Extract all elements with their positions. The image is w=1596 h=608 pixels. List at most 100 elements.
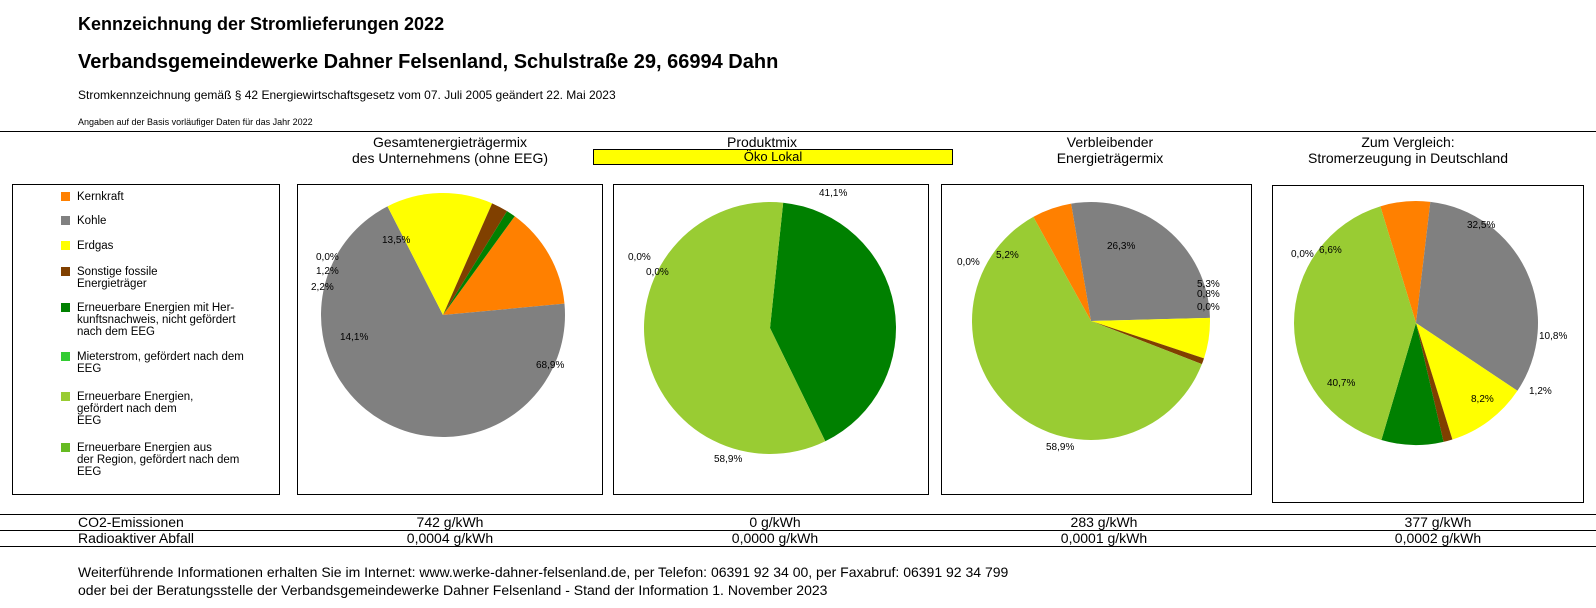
company-name: Verbandsgemeindewerke Dahner Felsenland,… <box>78 51 779 73</box>
basis-note: Angaben auf der Basis vorläufiger Daten … <box>78 117 313 127</box>
legend-item: Erneuerbare Energien aus der Region, gefö… <box>61 442 240 478</box>
legend-swatch <box>61 267 70 276</box>
legend-label: Energieträger <box>77 278 147 290</box>
waste-label: Radioaktiver Abfall <box>78 530 194 546</box>
co2-value: 377 g/kWh <box>1404 514 1472 530</box>
waste-value: 0,0001 g/kWh <box>1060 530 1148 546</box>
legend-swatch <box>61 392 70 401</box>
legend-label: gefördert nach dem <box>77 403 177 415</box>
column-header-line: Gesamtenergieträgermix <box>372 134 528 150</box>
pie-slice <box>321 206 565 437</box>
legend-swatch <box>61 216 70 225</box>
table-line-bottom <box>0 546 1596 547</box>
column-header-line: des Unternehmens (ohne EEG) <box>351 150 549 166</box>
pie-slice <box>443 216 565 315</box>
pie-slice <box>1294 206 1416 440</box>
legal-note: Stromkennzeichnung gemäß § 42 Energiewir… <box>78 88 616 102</box>
pie-slice <box>387 193 493 315</box>
legend-item: Erneuerbare Energien, gefördert nach dem E… <box>61 391 193 427</box>
column-header-line: Produktmix <box>726 134 798 150</box>
co2-value: 283 g/kWh <box>1070 514 1138 530</box>
legend-label: der Region, gefördert nach dem <box>77 454 240 466</box>
pie-slice <box>1071 202 1210 321</box>
pie-slice <box>644 202 826 454</box>
waste-value: 0,0004 g/kWh <box>406 530 494 546</box>
column-header-line: Energieträgermix <box>1056 150 1164 166</box>
pie-data-label: 0,0% <box>628 252 651 263</box>
pie-slice <box>1033 203 1091 321</box>
pie-data-label: 6,6% <box>1319 245 1342 256</box>
pie-slice <box>1380 201 1431 323</box>
column-header-product-mix: Produktmix <box>612 134 912 150</box>
co2-label: CO2-Emissionen <box>78 514 184 530</box>
pie-data-label: 41,1% <box>819 188 847 199</box>
legend-item: Sonstige fossile Energieträger <box>61 266 158 290</box>
pie-data-label: 1,2% <box>316 266 339 277</box>
pie-data-label: 0,0% <box>1197 302 1220 313</box>
pie-data-label: 14,1% <box>340 332 368 343</box>
chart-frame-remaining-mix: 5,2% 26,3% 5,3% 0,8% 0,0% 58,9% 0,0% <box>941 184 1252 495</box>
pie-data-label: 32,5% <box>1467 220 1495 231</box>
legend-swatch <box>61 303 70 312</box>
legend-label: EEG <box>77 363 102 375</box>
column-header-line: Verbleibender <box>1066 134 1154 150</box>
pie-slice <box>1091 317 1210 359</box>
pie-data-label: 40,7% <box>1327 378 1355 389</box>
legend-box: Kernkraft Kohle Erdgas Sonstige fossile Ener… <box>12 184 280 495</box>
column-header-line: Zum Vergleich: <box>1361 134 1455 150</box>
pie-data-label: 26,3% <box>1107 241 1135 252</box>
pie-slice <box>1381 323 1444 445</box>
pie-data-label: 0,0% <box>1291 249 1314 260</box>
pie-slice <box>1091 321 1204 365</box>
pie-data-label: 0,0% <box>957 257 980 268</box>
pie-data-label: 0,0% <box>646 267 669 278</box>
column-header-germany: Zum Vergleich: Stromerzeugung in Deutsch… <box>1258 134 1558 166</box>
product-name-badge: Öko Lokal <box>593 149 953 165</box>
pie-slice <box>1416 323 1453 442</box>
co2-value: 0 g/kWh <box>749 514 801 530</box>
pie-data-label: 58,9% <box>714 454 742 465</box>
footer-line-2: oder bei der Beratungsstelle der Verband… <box>78 582 828 598</box>
legend-label: Erneuerbare Energien aus <box>77 442 212 454</box>
legend-item: Kohle <box>61 215 107 227</box>
page-title: Kennzeichnung der Stromlieferungen 2022 <box>78 14 445 34</box>
chart-frame-company-mix: 13,5% 68,9% 14,1% 2,2% 1,2% 0,0% <box>297 184 603 495</box>
pie-chart-product-mix: 41,1% 58,9% 0,0% 0,0% <box>628 188 897 465</box>
waste-value: 0,0000 g/kWh <box>731 530 819 546</box>
pie-chart-germany: 6,6% 32,5% 10,8% 1,2% 8,2% 40,7% 0,0% <box>1291 201 1567 445</box>
legend-item: Erdgas <box>61 240 114 252</box>
table-line-top <box>0 514 1596 515</box>
pie-slice <box>770 202 897 442</box>
legend-swatch <box>61 192 70 201</box>
pie-data-label: 0,0% <box>316 252 339 263</box>
pie-data-label: 0,8% <box>1197 289 1220 300</box>
pie-chart-company-mix: 13,5% 68,9% 14,1% 2,2% 1,2% 0,0% <box>311 193 565 437</box>
divider-top <box>0 131 1596 132</box>
pie-data-label: 10,8% <box>1539 331 1567 342</box>
legend-label: Sonstige fossile <box>77 266 158 278</box>
footer-line-1: Weiterführende Informationen erhalten Si… <box>78 564 1009 580</box>
pie-data-label: 8,2% <box>1471 394 1494 405</box>
legend-label: Kohle <box>77 215 107 227</box>
pie-slice <box>1416 201 1538 391</box>
column-header-remaining-mix: Verbleibender Energieträgermix <box>960 134 1260 166</box>
legend-item: Kernkraft <box>61 191 124 203</box>
legend-label: Erdgas <box>77 240 114 252</box>
pie-data-label: 5,2% <box>996 250 1019 261</box>
legend-swatch <box>61 443 70 452</box>
pie-chart-remaining-mix: 5,2% 26,3% 5,3%0,8% 0,0% 58,9% 0,0% <box>957 202 1220 453</box>
pie-data-label: 58,9% <box>1046 442 1074 453</box>
legend-label: Mieterstrom, gefördert nach dem <box>77 351 244 363</box>
legend-swatch <box>61 352 70 361</box>
chart-frame-germany: 6,6% 32,5% 10,8% 1,2% 8,2% 40,7% 0,0% <box>1272 185 1584 503</box>
table-line-middle <box>0 530 1596 531</box>
column-header-company-mix: Gesamtenergieträgermix des Unternehmens … <box>300 134 600 166</box>
chart-frame-product-mix: 41,1% 58,9% 0,0% 0,0% <box>613 184 929 495</box>
waste-value: 0,0002 g/kWh <box>1394 530 1482 546</box>
pie-slice <box>972 216 1202 440</box>
legend-label: EEG <box>77 466 102 478</box>
column-header-line: Stromerzeugung in Deutschland <box>1307 150 1508 166</box>
pie-data-label: 5,3% <box>1197 279 1220 290</box>
co2-value: 742 g/kWh <box>416 514 484 530</box>
pie-data-label: 13,5% <box>382 235 410 246</box>
